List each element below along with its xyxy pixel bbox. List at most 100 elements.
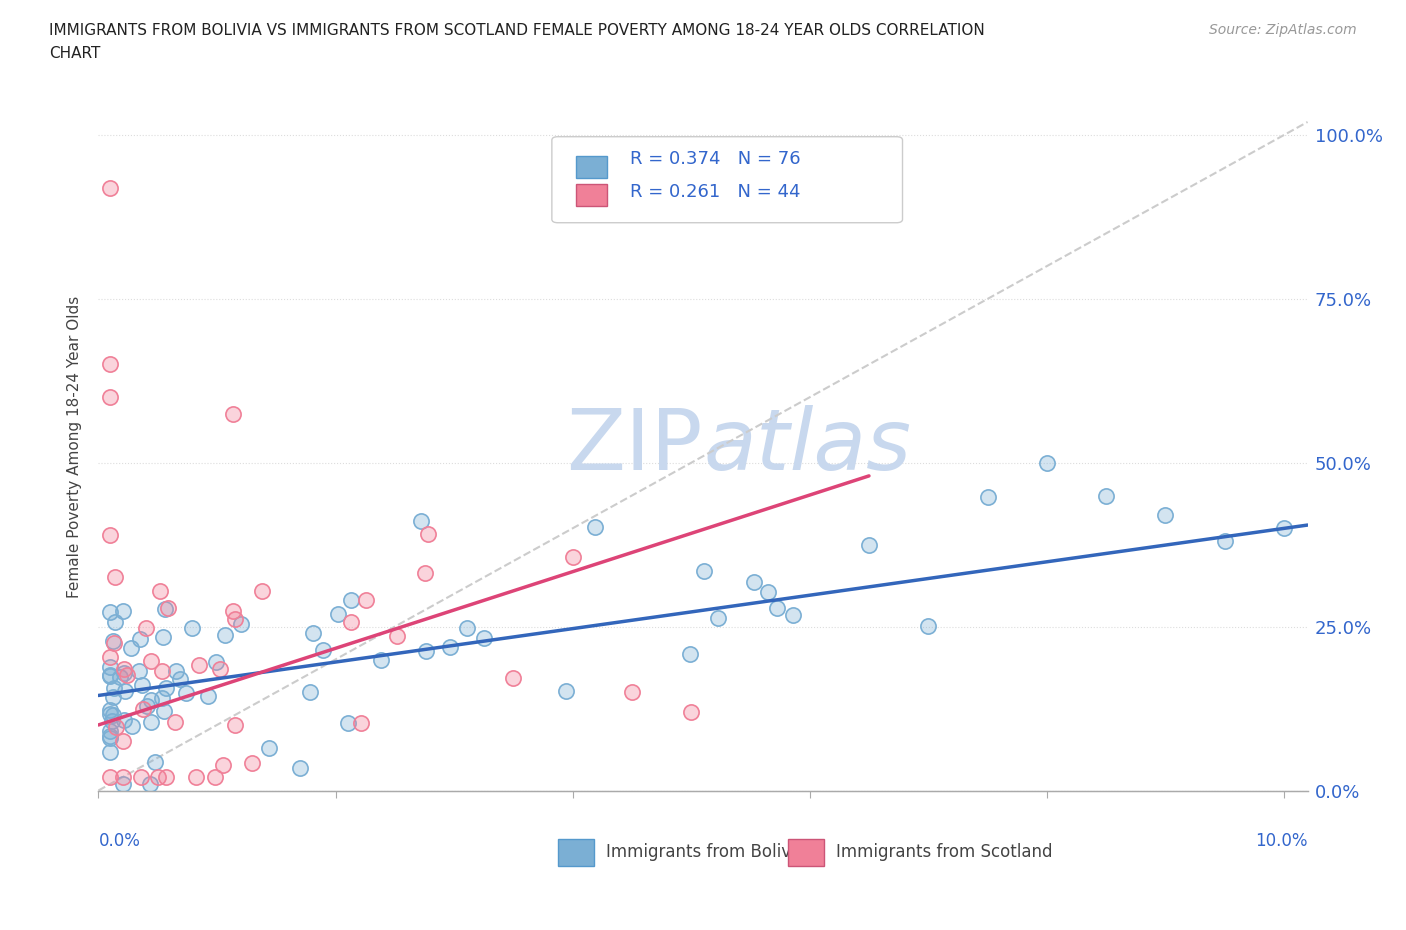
Point <box>385 629 408 644</box>
Text: IMMIGRANTS FROM BOLIVIA VS IMMIGRANTS FROM SCOTLAND FEMALE POVERTY AMONG 18-24 Y: IMMIGRANTS FROM BOLIVIA VS IMMIGRANTS FR… <box>49 23 986 38</box>
Point <box>976 489 998 504</box>
Point <box>211 758 233 773</box>
Point <box>120 641 142 656</box>
Point <box>139 777 162 791</box>
Point <box>301 626 323 641</box>
Point <box>356 593 378 608</box>
Point <box>415 644 437 658</box>
Point <box>98 390 121 405</box>
Point <box>155 770 177 785</box>
Point <box>112 662 135 677</box>
Point <box>188 658 211 672</box>
Point <box>756 584 779 599</box>
Point <box>98 527 121 542</box>
Point <box>98 668 121 683</box>
Point <box>111 777 134 791</box>
Point <box>257 740 280 755</box>
Point <box>456 620 478 635</box>
Point <box>205 654 228 669</box>
Point <box>111 604 134 618</box>
Point <box>150 691 173 706</box>
FancyBboxPatch shape <box>576 156 607 178</box>
Point <box>1213 534 1236 549</box>
Point <box>312 643 335 658</box>
Point <box>1154 508 1177 523</box>
Point <box>98 649 121 664</box>
Point <box>184 770 207 785</box>
Point <box>340 592 363 607</box>
Point <box>150 663 173 678</box>
Text: 0.0%: 0.0% <box>98 831 141 850</box>
Point <box>409 513 432 528</box>
Point <box>98 707 121 722</box>
Point <box>141 714 163 729</box>
Point <box>141 654 163 669</box>
Text: ZIP: ZIP <box>567 405 703 488</box>
Point <box>413 565 436 580</box>
Point <box>104 569 127 584</box>
Point <box>679 646 702 661</box>
Point <box>132 702 155 717</box>
Point <box>100 730 122 745</box>
Point <box>165 714 187 729</box>
Point <box>240 755 263 770</box>
Point <box>152 630 174 644</box>
Point <box>100 702 122 717</box>
Point <box>98 770 121 785</box>
Point <box>157 600 180 615</box>
Point <box>858 538 880 552</box>
Point <box>502 671 524 685</box>
Point <box>782 608 804 623</box>
Point <box>114 684 136 698</box>
Point <box>181 620 204 635</box>
Point <box>169 671 191 686</box>
Point <box>298 684 321 699</box>
Point <box>224 717 246 732</box>
Text: R = 0.374   N = 76: R = 0.374 N = 76 <box>630 151 801 168</box>
Point <box>693 564 716 578</box>
Point <box>742 575 765 590</box>
Point <box>1272 521 1295 536</box>
Point <box>121 719 143 734</box>
FancyBboxPatch shape <box>576 183 607 206</box>
Point <box>98 180 121 195</box>
Point <box>112 712 135 727</box>
Point <box>101 633 124 648</box>
FancyBboxPatch shape <box>558 839 595 866</box>
Point <box>98 669 121 684</box>
Point <box>561 549 583 564</box>
Point <box>707 611 730 626</box>
Point <box>174 685 197 700</box>
Point <box>146 770 169 785</box>
Point <box>204 770 226 785</box>
Point <box>104 615 127 630</box>
Point <box>231 617 253 631</box>
Point <box>135 620 157 635</box>
Point <box>620 684 643 699</box>
Point <box>103 681 125 696</box>
Text: R = 0.261   N = 44: R = 0.261 N = 44 <box>630 183 801 201</box>
Point <box>129 770 152 785</box>
Point <box>917 618 939 633</box>
Point <box>98 604 121 619</box>
Point <box>98 729 121 744</box>
Point <box>128 631 150 646</box>
Point <box>111 770 134 785</box>
Point <box>222 604 245 618</box>
Point <box>208 661 231 676</box>
Point <box>224 612 246 627</box>
Point <box>439 640 461 655</box>
Point <box>336 715 359 730</box>
Point <box>112 734 135 749</box>
FancyBboxPatch shape <box>551 137 903 223</box>
Point <box>1036 456 1059 471</box>
Point <box>155 681 177 696</box>
Point <box>165 663 187 678</box>
FancyBboxPatch shape <box>787 839 824 866</box>
Text: CHART: CHART <box>49 46 101 61</box>
Point <box>554 684 576 698</box>
Point <box>117 668 139 683</box>
Point <box>108 670 131 684</box>
Text: Immigrants from Bolivia: Immigrants from Bolivia <box>606 844 806 861</box>
Point <box>1095 488 1118 503</box>
